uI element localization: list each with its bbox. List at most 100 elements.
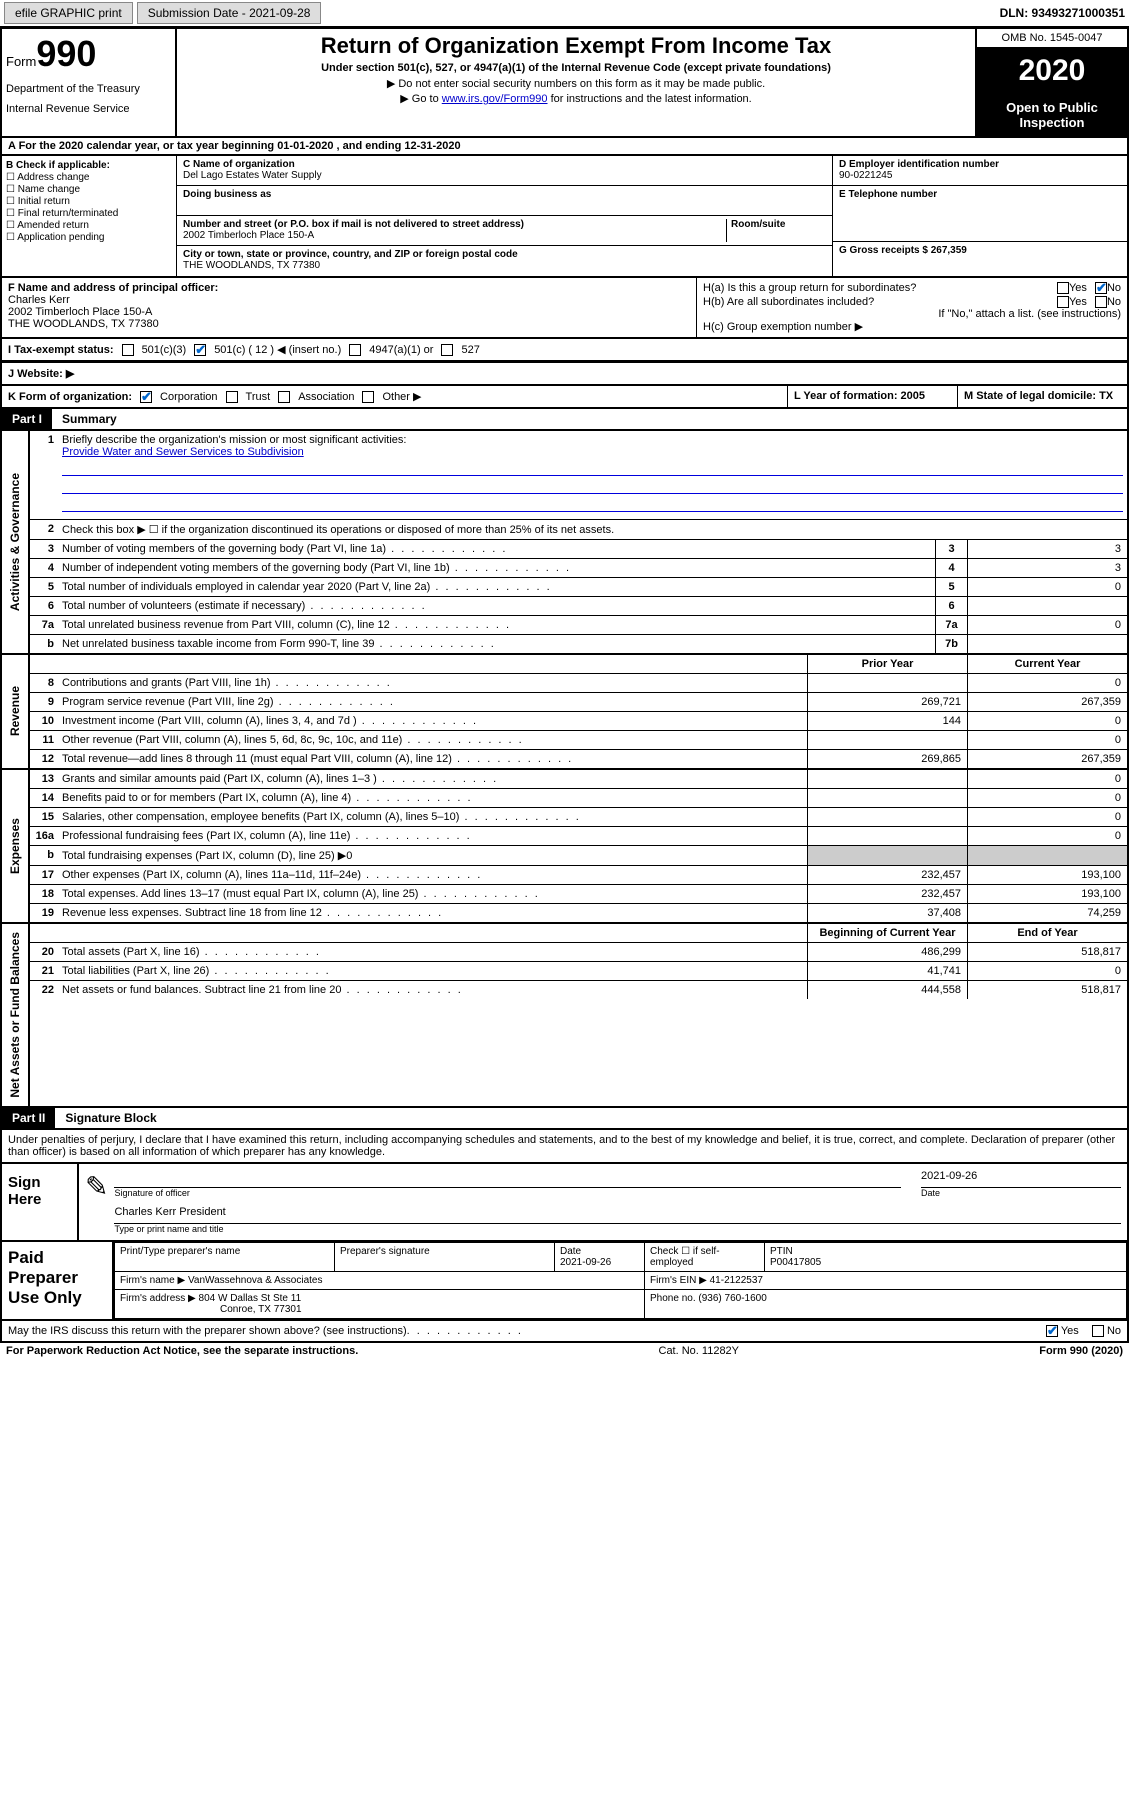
prep-date-hdr: Date (560, 1246, 581, 1257)
form-header: Form990 Department of the Treasury Inter… (0, 27, 1129, 138)
ein-label: D Employer identification number (839, 159, 1121, 170)
ptin: P00417805 (770, 1257, 821, 1268)
line2-text: Check this box ▶ ☐ if the organization d… (58, 520, 1127, 539)
firm-addr1: 804 W Dallas St Ste 11 (199, 1293, 302, 1304)
check-corporation[interactable] (140, 391, 152, 403)
tax-year: 2020 (977, 48, 1127, 94)
header-grid: B Check if applicable: ☐ Address change … (0, 156, 1129, 278)
row-i-j: I Tax-exempt status: 501(c)(3) 501(c) ( … (0, 339, 1129, 363)
address-label: Number and street (or P.O. box if mail i… (183, 219, 726, 230)
form-subtitle: Under section 501(c), 527, or 4947(a)(1)… (185, 62, 967, 74)
check-501c[interactable] (194, 344, 206, 356)
dept-treasury: Department of the Treasury (6, 83, 171, 95)
paid-preparer-label: Paid Preparer Use Only (2, 1242, 112, 1319)
prep-name-hdr: Print/Type preparer's name (115, 1242, 335, 1271)
ha-yes-checkbox[interactable] (1057, 282, 1069, 294)
website-label: J Website: ▶ (2, 363, 1127, 384)
revenue-section: Revenue Prior YearCurrent Year 8Contribu… (0, 655, 1129, 770)
discuss-yes-checkbox[interactable] (1046, 1325, 1058, 1337)
line1-label: Briefly describe the organization's miss… (62, 434, 406, 446)
officer-print-name: Charles Kerr President (114, 1206, 1121, 1224)
check-501c3[interactable] (122, 344, 134, 356)
top-bar: efile GRAPHIC print Submission Date - 20… (0, 0, 1129, 27)
self-employed-check[interactable]: Check ☐ if self-employed (645, 1242, 765, 1271)
check-name-change[interactable]: ☐ Name change (6, 184, 172, 195)
sign-here-label: Sign Here (2, 1164, 77, 1240)
org-name: Del Lago Estates Water Supply (183, 170, 826, 181)
form-org-label: K Form of organization: (8, 391, 132, 403)
dba-label: Doing business as (183, 189, 826, 200)
ha-no-checkbox[interactable] (1095, 282, 1107, 294)
firm-ein-label: Firm's EIN ▶ (650, 1275, 707, 1286)
row-f-h: F Name and address of principal officer:… (0, 278, 1129, 339)
dln-label: DLN: 93493271000351 (1000, 6, 1125, 20)
ein: 90-0221245 (839, 170, 1121, 181)
footer: For Paperwork Reduction Act Notice, see … (0, 1343, 1129, 1359)
prep-sig-hdr: Preparer's signature (335, 1242, 555, 1271)
hdr-end: End of Year (967, 924, 1127, 942)
hb-yes-checkbox[interactable] (1057, 296, 1069, 308)
check-4947[interactable] (349, 344, 361, 356)
hdr-prior: Prior Year (807, 655, 967, 673)
check-final-return[interactable]: ☐ Final return/terminated (6, 208, 172, 219)
firm-name-label: Firm's name ▶ (120, 1275, 185, 1286)
check-trust[interactable] (226, 391, 238, 403)
line-a: A For the 2020 calendar year, or tax yea… (0, 138, 1129, 156)
gross-receipts: G Gross receipts $ 267,359 (839, 245, 1121, 256)
preparer-section: Paid Preparer Use Only Print/Type prepar… (0, 1242, 1129, 1321)
phone-label: Phone no. (650, 1293, 696, 1304)
city-label: City or town, state or province, country… (183, 249, 826, 260)
hb-no-checkbox[interactable] (1095, 296, 1107, 308)
discuss-row: May the IRS discuss this return with the… (0, 1321, 1129, 1343)
firm-ein: 41-2122537 (710, 1275, 763, 1286)
hdr-current: Current Year (967, 655, 1127, 673)
declaration-text: Under penalties of perjury, I declare th… (0, 1130, 1129, 1164)
date-label: Date (921, 1188, 1121, 1198)
year-formation: L Year of formation: 2005 (787, 386, 957, 407)
discuss-text: May the IRS discuss this return with the… (8, 1325, 407, 1337)
address: 2002 Timberloch Place 150-A (183, 230, 726, 241)
prep-date: 2021-09-26 (560, 1257, 611, 1268)
type-name-label: Type or print name and title (114, 1224, 1121, 1234)
cat-no: Cat. No. 11282Y (659, 1345, 740, 1357)
check-other[interactable] (362, 391, 374, 403)
activities-governance: Activities & Governance 1 Briefly descri… (0, 431, 1129, 655)
officer-addr2: THE WOODLANDS, TX 77380 (8, 318, 690, 330)
org-name-label: C Name of organization (183, 159, 826, 170)
phone: (936) 760-1600 (698, 1293, 766, 1304)
omb-number: OMB No. 1545-0047 (977, 29, 1127, 48)
vl-net-assets: Net Assets or Fund Balances (8, 932, 22, 1098)
efile-print-button[interactable]: efile GRAPHIC print (4, 2, 133, 24)
hdr-beginning: Beginning of Current Year (807, 924, 967, 942)
city: THE WOODLANDS, TX 77380 (183, 260, 826, 271)
col-b-header: B Check if applicable: (6, 160, 172, 171)
expenses-section: Expenses 13Grants and similar amounts pa… (0, 770, 1129, 924)
submission-date-button[interactable]: Submission Date - 2021-09-28 (137, 2, 322, 24)
form-title: Return of Organization Exempt From Incom… (185, 33, 967, 59)
sig-officer-label: Signature of officer (114, 1188, 901, 1198)
check-application-pending[interactable]: ☐ Application pending (6, 232, 172, 243)
sign-date: 2021-09-26 (921, 1170, 1121, 1188)
telephone-label: E Telephone number (839, 189, 1121, 200)
check-527[interactable] (441, 344, 453, 356)
check-amended-return[interactable]: ☐ Amended return (6, 220, 172, 231)
hb-label: H(b) Are all subordinates included? (703, 296, 1057, 308)
hb-note: If "No," attach a list. (see instruction… (703, 308, 1121, 320)
ptin-hdr: PTIN (770, 1246, 793, 1257)
goto-line: ▶ Go to www.irs.gov/Form990 for instruct… (185, 92, 967, 105)
officer-label: F Name and address of principal officer: (8, 282, 690, 294)
officer-addr1: 2002 Timberloch Place 150-A (8, 306, 690, 318)
row-k-l-m: K Form of organization: Corporation Trus… (0, 386, 1129, 409)
firm-addr-label: Firm's address ▶ (120, 1293, 196, 1304)
ha-label: H(a) Is this a group return for subordin… (703, 282, 1057, 294)
pen-icon: ✎ (85, 1170, 108, 1234)
check-address-change[interactable]: ☐ Address change (6, 172, 172, 183)
net-assets-section: Net Assets or Fund Balances Beginning of… (0, 924, 1129, 1108)
paperwork-notice: For Paperwork Reduction Act Notice, see … (6, 1345, 358, 1357)
irs-link[interactable]: www.irs.gov/Form990 (442, 93, 548, 105)
discuss-no-checkbox[interactable] (1092, 1325, 1104, 1337)
mission-text[interactable]: Provide Water and Sewer Services to Subd… (62, 446, 304, 458)
part1-header: Part ISummary (0, 409, 1129, 431)
check-association[interactable] (278, 391, 290, 403)
check-initial-return[interactable]: ☐ Initial return (6, 196, 172, 207)
